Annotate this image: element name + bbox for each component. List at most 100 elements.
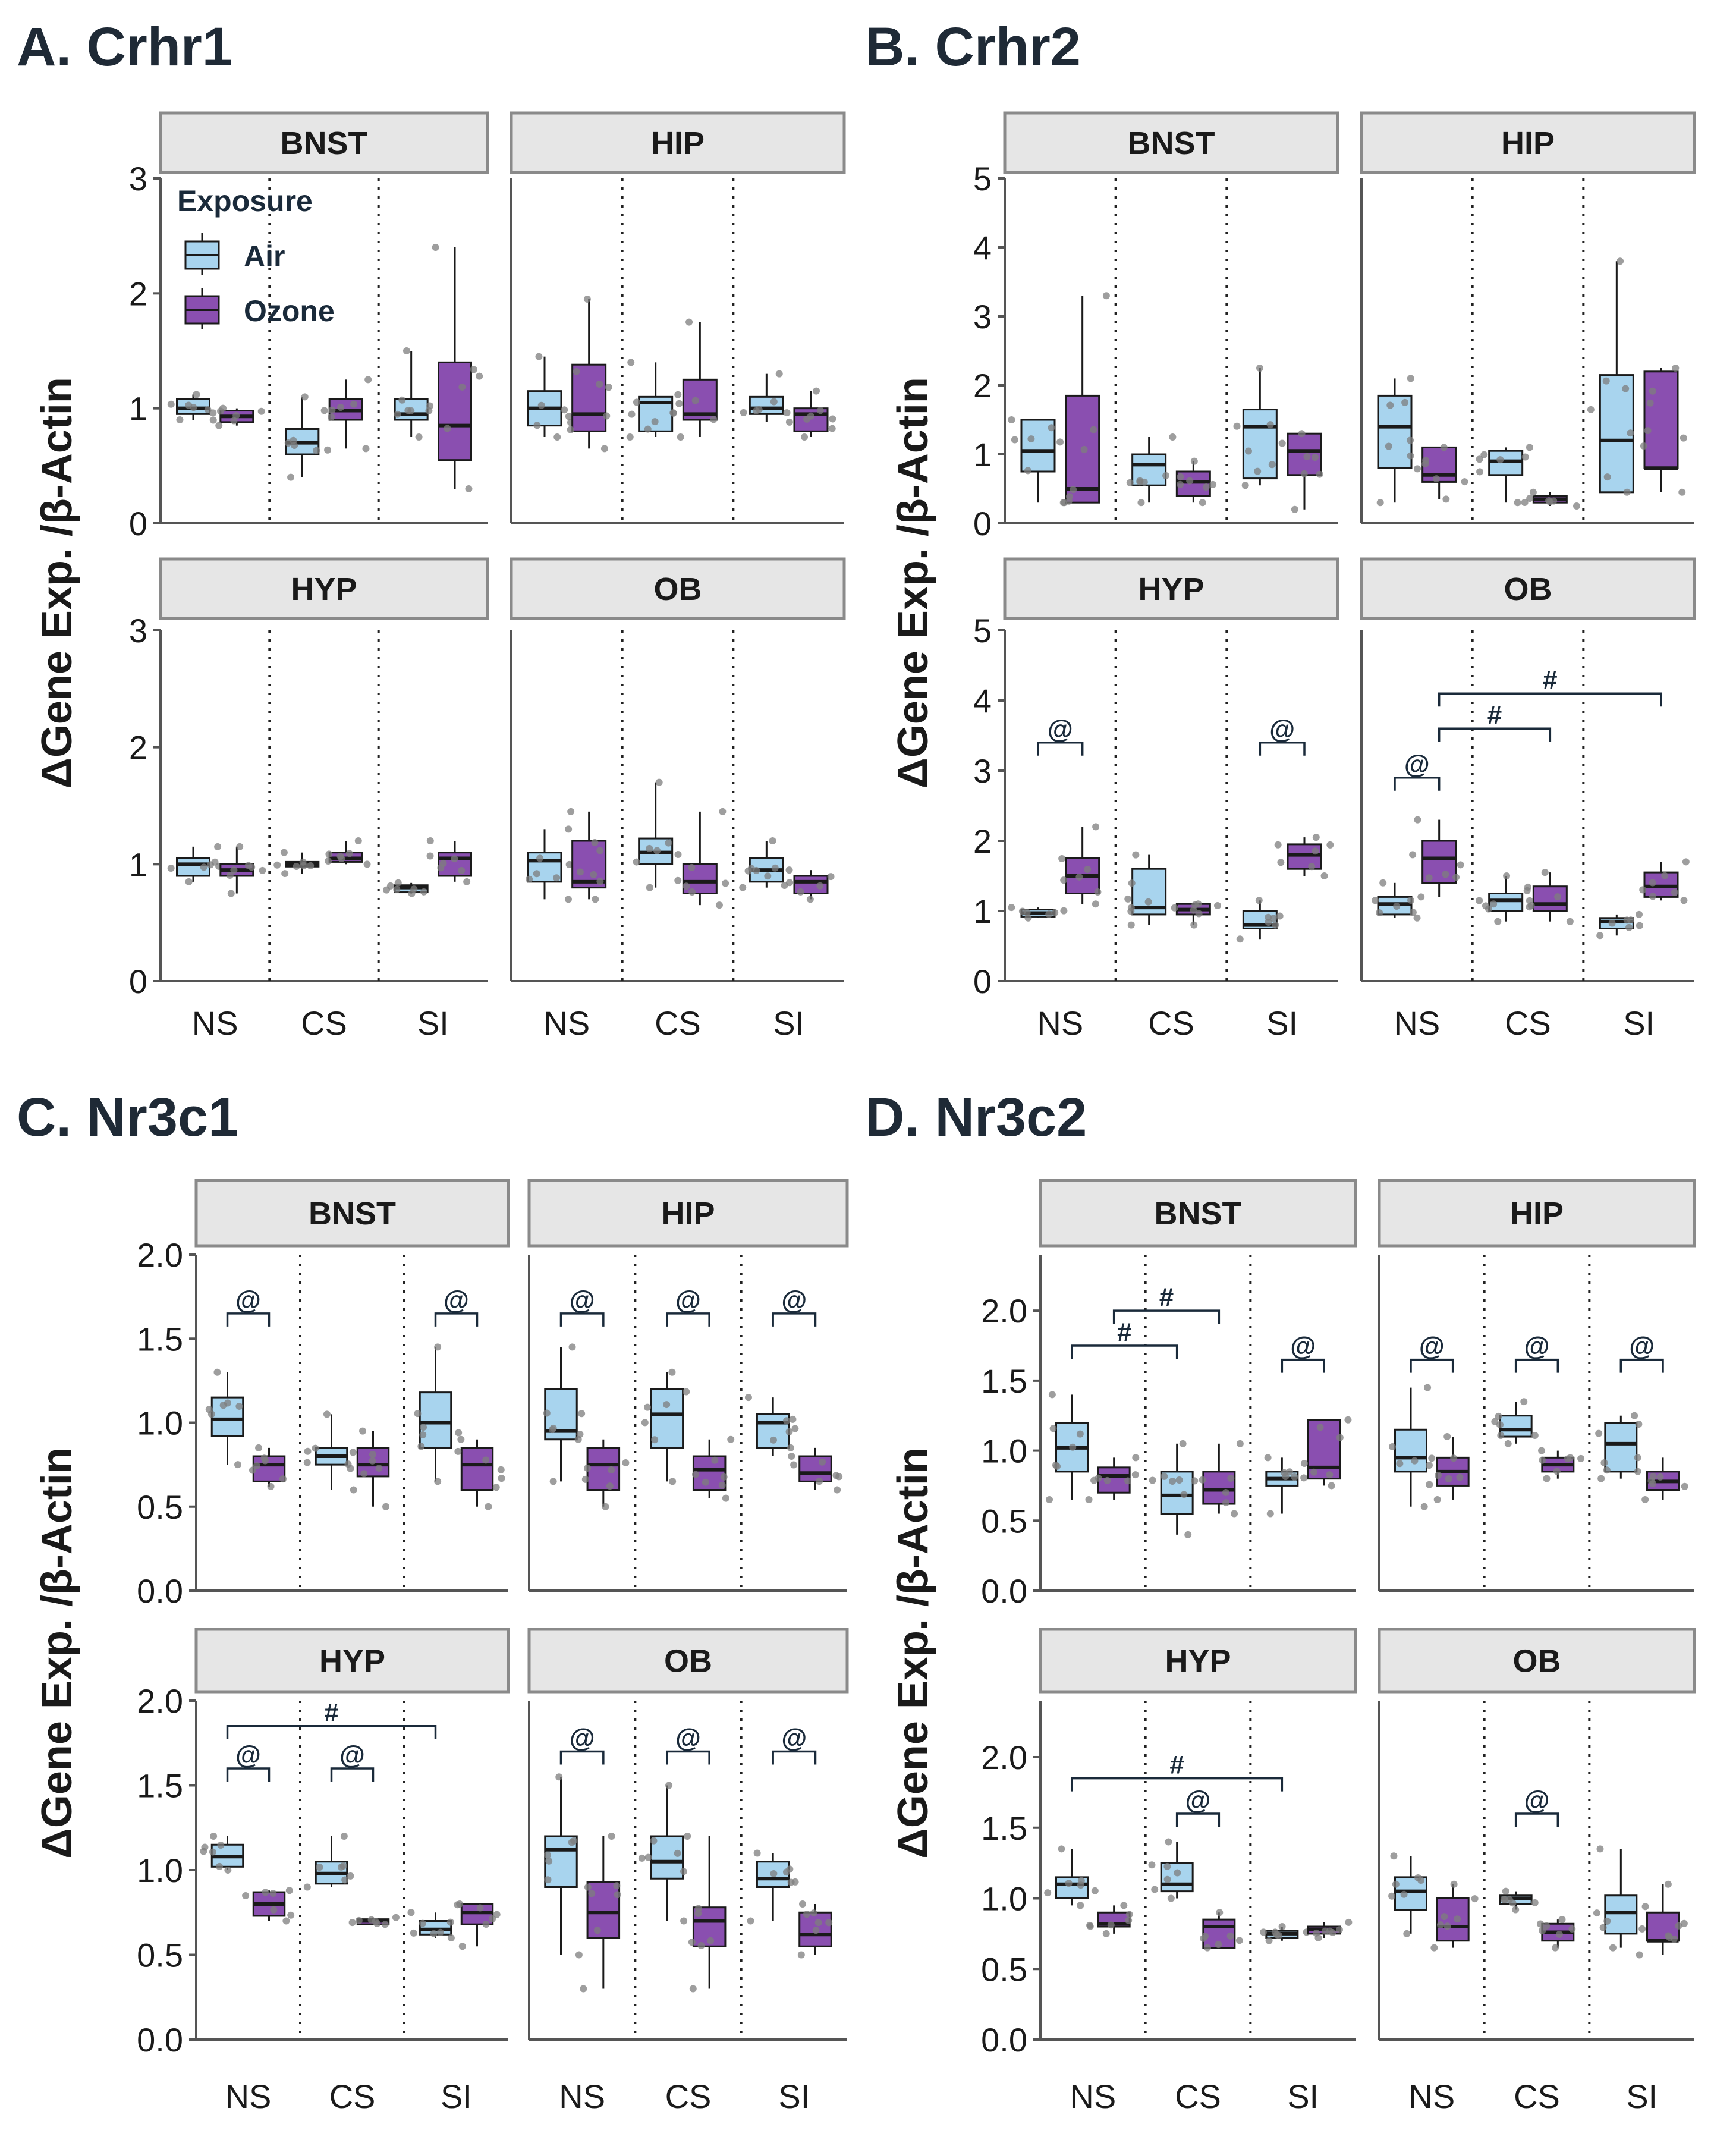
data-point — [688, 863, 696, 871]
data-point — [176, 416, 184, 423]
facet-label: OB — [1513, 1644, 1561, 1679]
bracket-line — [559, 1312, 605, 1327]
data-point — [1656, 1473, 1664, 1481]
significance-bracket-at: @ — [1037, 715, 1084, 756]
data-point — [1512, 1906, 1520, 1914]
facet-hyp: HYP 0 1 2 3 4 5 NS CS SI @ @ — [973, 557, 1339, 1042]
y-tick-label: 0 — [973, 505, 992, 542]
box-si-air — [1233, 365, 1278, 489]
data-point — [747, 1917, 754, 1925]
data-point — [1102, 292, 1110, 300]
data-point — [574, 1435, 582, 1443]
data-point — [602, 1503, 609, 1510]
data-point — [1600, 1459, 1608, 1466]
data-point — [764, 872, 772, 880]
data-point — [1641, 1903, 1649, 1911]
data-point — [1407, 436, 1414, 444]
significance-bracket-at: @ — [226, 1286, 271, 1327]
data-point — [1531, 1899, 1539, 1906]
data-point — [722, 1494, 729, 1502]
y-tick-label: 1.0 — [137, 1405, 183, 1442]
facet-label: OB — [664, 1644, 712, 1679]
data-point — [1564, 1455, 1571, 1463]
data-point — [691, 397, 699, 404]
box-cs-ozone — [1200, 1909, 1243, 1952]
data-point — [1132, 851, 1140, 859]
facet-label: HYP — [319, 1644, 385, 1679]
x-tick-label: CS — [1175, 2078, 1221, 2115]
data-point — [451, 855, 458, 863]
data-point — [1291, 505, 1298, 513]
y-tick-label: 3 — [973, 298, 992, 335]
data-point — [1094, 888, 1102, 896]
data-point — [1388, 1892, 1396, 1900]
data-point — [287, 473, 295, 481]
data-point — [447, 1934, 455, 1941]
data-point — [1649, 1473, 1657, 1481]
data-point — [816, 882, 824, 890]
data-point — [1649, 1479, 1657, 1487]
y-tick-label: 0.5 — [981, 1502, 1027, 1540]
data-point — [1681, 1482, 1688, 1490]
data-point — [1084, 865, 1092, 873]
box-si-ozone — [1640, 365, 1687, 496]
data-point — [414, 1410, 422, 1418]
y-tick-label: 3 — [973, 752, 992, 790]
y-tick-label: 0 — [973, 963, 992, 1000]
box-ns-air — [526, 825, 573, 903]
data-point — [1646, 399, 1654, 407]
box-ns-air — [527, 353, 574, 441]
data-point — [1124, 895, 1132, 903]
box-si-air — [1264, 1454, 1308, 1518]
data-point — [1443, 1433, 1451, 1441]
data-point — [355, 1916, 363, 1924]
data-point — [1128, 879, 1136, 887]
data-point — [549, 1478, 557, 1485]
x-tick-label: NS — [559, 2078, 605, 2115]
data-point — [285, 1887, 293, 1894]
data-point — [1321, 1927, 1329, 1935]
data-point — [1424, 1384, 1432, 1391]
data-point — [1163, 1875, 1171, 1883]
bracket-line — [1037, 742, 1084, 756]
data-point — [1452, 874, 1460, 881]
facet-hip: HIP @ @ @ — [1378, 1179, 1696, 1592]
data-point — [592, 896, 599, 903]
data-point — [482, 1920, 490, 1928]
data-point — [281, 870, 289, 878]
data-point — [235, 1402, 243, 1410]
data-point — [668, 1368, 676, 1376]
data-point — [216, 1862, 224, 1870]
data-point — [1407, 452, 1414, 460]
facet-label: OB — [654, 571, 702, 607]
data-point — [369, 1451, 376, 1459]
data-point — [1023, 909, 1031, 916]
data-point — [1597, 1475, 1605, 1482]
data-point — [185, 878, 193, 885]
facet-strip — [1039, 1179, 1357, 1248]
data-point — [1244, 447, 1252, 455]
data-point — [1312, 834, 1320, 841]
y-tick-label: 1.5 — [981, 1809, 1027, 1847]
data-point — [810, 1909, 817, 1917]
box-ns-ozone — [574, 1435, 630, 1510]
data-point — [209, 416, 217, 424]
data-point — [1553, 1468, 1561, 1475]
significance-bracket-at: @ — [1394, 750, 1441, 791]
data-point — [1407, 897, 1415, 904]
box-si-ozone — [1307, 1918, 1353, 1941]
data-point — [328, 406, 336, 414]
data-point — [1546, 498, 1553, 506]
data-point — [1558, 1916, 1566, 1924]
box-ns-ozone — [1409, 816, 1464, 901]
data-point — [1092, 823, 1100, 831]
data-point — [340, 1833, 348, 1840]
data-point — [1414, 1874, 1422, 1882]
data-point — [279, 1475, 287, 1483]
data-point — [702, 1478, 709, 1486]
facet-strip — [194, 1179, 510, 1248]
data-point — [786, 1865, 794, 1873]
data-point — [1596, 1845, 1604, 1853]
bracket-line — [559, 1750, 605, 1765]
